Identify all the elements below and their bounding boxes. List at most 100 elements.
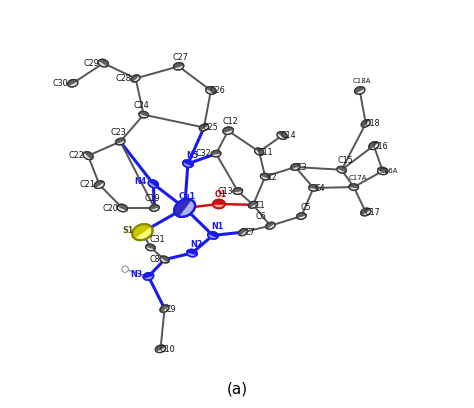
Ellipse shape [131, 75, 140, 82]
Polygon shape [143, 273, 154, 278]
Ellipse shape [117, 204, 128, 212]
Text: C11: C11 [258, 148, 273, 157]
Text: C25: C25 [202, 123, 219, 132]
Polygon shape [297, 213, 306, 217]
Text: S1: S1 [123, 226, 134, 235]
Text: C30: C30 [53, 79, 69, 88]
Text: C28: C28 [116, 74, 131, 83]
Ellipse shape [155, 345, 166, 353]
Polygon shape [187, 249, 197, 255]
Polygon shape [266, 222, 274, 228]
Text: Cu1: Cu1 [178, 192, 195, 201]
Text: C16: C16 [373, 142, 388, 151]
Ellipse shape [377, 167, 388, 175]
Polygon shape [309, 185, 318, 188]
Ellipse shape [260, 173, 270, 180]
Text: C16A: C16A [380, 169, 398, 174]
Polygon shape [369, 142, 377, 149]
Polygon shape [256, 148, 264, 155]
Text: O1: O1 [215, 190, 227, 199]
Ellipse shape [139, 111, 148, 118]
Polygon shape [278, 132, 287, 138]
Text: C21: C21 [80, 180, 95, 189]
Text: N3: N3 [130, 270, 143, 279]
Text: C24: C24 [134, 101, 149, 110]
Polygon shape [84, 152, 93, 159]
Text: N5: N5 [186, 151, 198, 160]
Text: C7: C7 [244, 228, 255, 237]
Text: C14: C14 [281, 131, 296, 140]
Ellipse shape [361, 120, 370, 127]
Ellipse shape [200, 124, 209, 131]
Polygon shape [150, 205, 159, 209]
Polygon shape [261, 173, 270, 178]
Polygon shape [200, 124, 208, 130]
Ellipse shape [266, 222, 275, 229]
Ellipse shape [94, 181, 104, 188]
Text: C17A: C17A [348, 175, 367, 181]
Polygon shape [378, 167, 388, 173]
Ellipse shape [309, 185, 318, 191]
Ellipse shape [213, 200, 225, 208]
Text: N2: N2 [191, 240, 203, 249]
Polygon shape [139, 111, 148, 116]
Polygon shape [155, 345, 165, 351]
Text: C3: C3 [296, 163, 307, 172]
Ellipse shape [255, 148, 264, 155]
Text: C32: C32 [195, 149, 211, 158]
Ellipse shape [297, 213, 306, 220]
Ellipse shape [361, 208, 371, 216]
Ellipse shape [369, 142, 379, 150]
Text: C9: C9 [165, 304, 176, 313]
Ellipse shape [160, 305, 169, 313]
Ellipse shape [160, 256, 169, 263]
Text: C20: C20 [102, 204, 118, 213]
Text: C6: C6 [255, 213, 265, 222]
Polygon shape [161, 256, 169, 262]
Ellipse shape [208, 232, 218, 239]
Ellipse shape [98, 59, 109, 67]
Polygon shape [248, 202, 257, 207]
Polygon shape [160, 305, 167, 312]
Polygon shape [223, 127, 233, 132]
Polygon shape [213, 200, 225, 204]
Ellipse shape [238, 228, 247, 236]
Polygon shape [132, 224, 151, 238]
Polygon shape [146, 244, 155, 249]
Text: C18A: C18A [353, 78, 371, 84]
Ellipse shape [150, 205, 159, 211]
Polygon shape [206, 87, 216, 93]
Ellipse shape [206, 87, 216, 94]
Polygon shape [99, 59, 109, 66]
Ellipse shape [132, 224, 153, 240]
Text: N1: N1 [211, 222, 224, 231]
Text: C8: C8 [149, 255, 160, 264]
Text: C15: C15 [338, 156, 354, 165]
Text: C1: C1 [254, 201, 265, 210]
Ellipse shape [143, 273, 154, 280]
Ellipse shape [233, 188, 243, 194]
Ellipse shape [146, 244, 155, 251]
Polygon shape [183, 160, 193, 166]
Text: C13: C13 [217, 186, 233, 195]
Ellipse shape [291, 164, 300, 170]
Polygon shape [208, 232, 218, 237]
Text: C2: C2 [266, 173, 277, 182]
Polygon shape [238, 228, 246, 235]
Ellipse shape [248, 202, 258, 208]
Polygon shape [116, 138, 125, 144]
Text: C22: C22 [68, 151, 84, 160]
Polygon shape [174, 199, 191, 216]
Ellipse shape [174, 199, 195, 217]
Polygon shape [233, 188, 243, 192]
Ellipse shape [211, 151, 221, 157]
Polygon shape [173, 63, 183, 68]
Text: C27: C27 [173, 53, 189, 62]
Text: C17: C17 [365, 208, 380, 217]
Polygon shape [361, 120, 369, 127]
Circle shape [122, 266, 128, 273]
Ellipse shape [337, 166, 346, 173]
Text: C19: C19 [145, 194, 160, 203]
Text: C12: C12 [222, 117, 238, 126]
Polygon shape [349, 184, 358, 188]
